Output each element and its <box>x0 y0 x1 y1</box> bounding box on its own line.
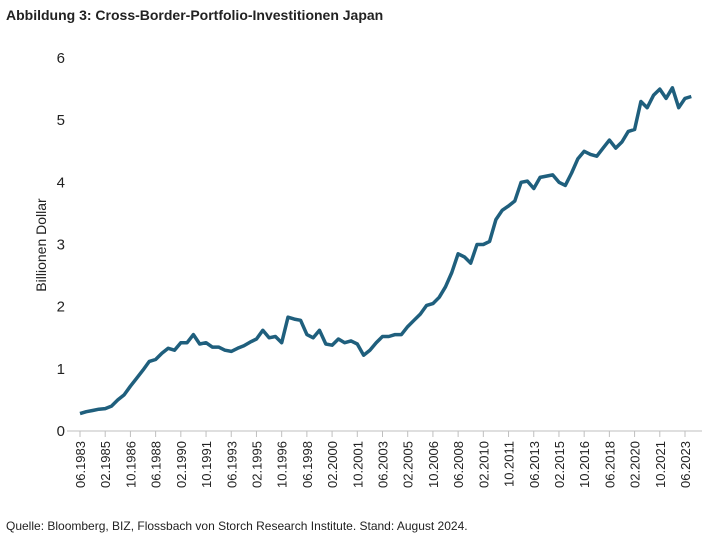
x-tick-label: 06.1998 <box>300 441 315 488</box>
x-tick-label: 02.2000 <box>325 441 340 488</box>
x-tick-label: 06.1988 <box>149 441 164 488</box>
x-tick-label: 02.2020 <box>628 441 643 488</box>
x-tick-label: 02.2005 <box>401 441 416 488</box>
x-tick-label: 10.2021 <box>653 441 668 488</box>
x-tick-label: 06.1993 <box>224 441 239 488</box>
line-series <box>79 86 692 416</box>
x-tick-label: 10.2016 <box>577 441 592 488</box>
x-tick-label: 02.1985 <box>98 441 113 488</box>
y-tick-label: 4 <box>57 174 65 191</box>
x-tick-label: 10.2011 <box>502 441 517 487</box>
x-tick-label: 02.2010 <box>476 441 491 488</box>
x-tick-label: 06.1983 <box>73 441 88 488</box>
x-tick-label: 06.2003 <box>376 441 391 488</box>
y-tick-label: 6 <box>57 50 65 67</box>
y-axis-label: Billionen Dollar <box>33 198 49 292</box>
y-tick-label: 5 <box>57 112 65 129</box>
x-tick-label: 06.2023 <box>678 441 693 488</box>
footnote: Quelle: Bloomberg, BIZ, Flossbach von St… <box>6 519 468 533</box>
chart-title: Abbildung 3: Cross-Border-Portfolio-Inve… <box>6 7 383 23</box>
y-tick-label: 3 <box>57 237 65 254</box>
x-tick-label: 06.2018 <box>602 441 617 488</box>
x-tick-label: 10.1996 <box>275 441 290 488</box>
y-tick-label: 0 <box>57 423 65 440</box>
x-tick-label: 06.2013 <box>527 441 542 488</box>
x-tick-label: 02.1990 <box>174 441 189 488</box>
x-tick-label: 02.1995 <box>249 441 264 488</box>
x-tick-label: 06.2008 <box>451 441 466 488</box>
x-tick-label: 10.2006 <box>426 441 441 488</box>
y-tick-label: 1 <box>57 361 65 378</box>
x-tick-label: 10.1986 <box>123 441 138 488</box>
x-tick-label: 02.2015 <box>552 441 567 488</box>
x-tick-label: 10.2001 <box>350 441 365 488</box>
y-tick-label: 2 <box>57 299 65 316</box>
x-tick-label: 10.1991 <box>199 441 214 488</box>
